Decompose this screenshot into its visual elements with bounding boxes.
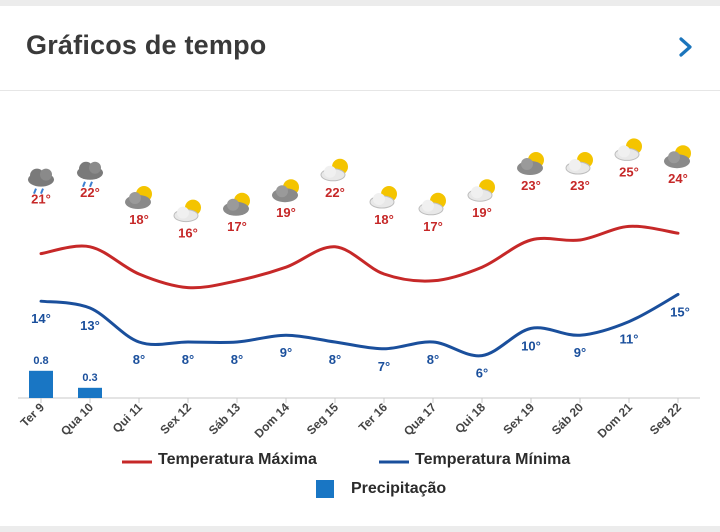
x-tick-label: Ter 16 [356,400,391,435]
weather-chart: 0.8 0.3 21° 22° 18° 16° 17° 19° 22° 18° 17° 19° 23° 2… [18,138,700,441]
precip-data-label: 0.3 [82,372,97,384]
x-tick-label: Qua 17 [401,400,439,438]
legend-min-label: Temperatura Mínima [415,451,571,468]
min-temp-label: 10° [521,338,541,353]
partly-sunny-icon [418,192,446,216]
precip-bar [29,370,53,398]
partly-cloudy-icon [125,186,152,209]
legend-min-swatch [379,460,409,464]
precip-bar [78,387,102,398]
x-tick-label: Qua 10 [58,400,96,438]
max-temp-label: 16° [178,226,198,241]
x-tick-label: Dom 14 [252,400,293,441]
partly-cloudy-icon [664,145,691,169]
rain-cloud-icon [28,168,54,194]
min-temp-label: 6° [476,366,488,381]
legend-precip-label: Precipitação [351,480,447,497]
max-temp-label: 25° [619,164,639,179]
max-temp-label: 18° [374,212,394,227]
min-temp-line [39,292,680,358]
x-tick-label: Dom 21 [595,400,636,441]
page-title: Gráficos de tempo [26,30,267,60]
card-header: Gráficos de tempo [0,6,720,91]
partly-sunny-icon [173,199,201,223]
min-temp-label: 15° [670,304,690,319]
min-temp-label: 8° [182,352,194,367]
legend-precip-swatch [316,480,334,498]
max-temp-label: 19° [276,205,296,220]
min-temp-label: 8° [133,352,145,367]
min-temp-label: 8° [427,352,439,367]
precip-data-label: 0.8 [33,355,48,367]
x-tick-label: Qui 18 [452,400,488,436]
max-temp-label: 21° [31,192,51,207]
max-temp-label: 22° [80,185,100,200]
max-temp-label: 17° [227,219,247,234]
weather-chart-card: Gráficos de tempo 0.8 0.3 21° 22° 18° 16° 17° 1… [0,6,720,526]
x-tick-label: Qui 11 [110,400,146,436]
max-temp-label: 18° [129,212,149,227]
chevron-right-icon[interactable] [674,32,698,62]
rain-cloud-icon [77,161,103,188]
partly-sunny-icon [614,138,642,161]
partly-sunny-icon [565,152,593,175]
min-temp-label: 13° [80,318,100,333]
min-temp-label: 7° [378,359,390,374]
min-temp-label: 8° [329,352,341,367]
x-tick-label: Sex 19 [500,400,537,437]
min-temp-label: 8° [231,352,243,367]
partly-sunny-icon [369,186,397,209]
x-tick-label: Sáb 20 [549,400,586,437]
x-tick-label: Sáb 13 [206,400,243,437]
max-temp-label: 23° [570,178,590,193]
partly-sunny-icon [320,158,348,182]
legend-max-label: Temperatura Máxima [158,451,317,468]
x-tick-label: Seg 22 [647,400,684,437]
max-temp-label: 22° [325,185,345,200]
min-temp-label: 9° [280,345,292,360]
x-tick-label: Ter 9 [18,400,48,430]
max-temp-label: 17° [423,219,443,234]
partly-sunny-icon [467,179,495,202]
min-temp-label: 14° [31,311,51,326]
legend-max-swatch [122,460,152,464]
max-temp-label: 24° [668,171,688,186]
max-temp-label: 23° [521,178,541,193]
partly-cloudy-icon [272,179,299,203]
x-tick-label: Seg 15 [304,400,341,437]
max-temp-line [39,224,680,290]
max-temp-label: 19° [472,205,492,220]
min-temp-label: 9° [574,345,586,360]
min-temp-label: 11° [620,332,639,347]
partly-cloudy-icon [223,192,250,216]
partly-cloudy-icon [517,152,544,175]
x-tick-label: Sex 12 [157,400,194,437]
